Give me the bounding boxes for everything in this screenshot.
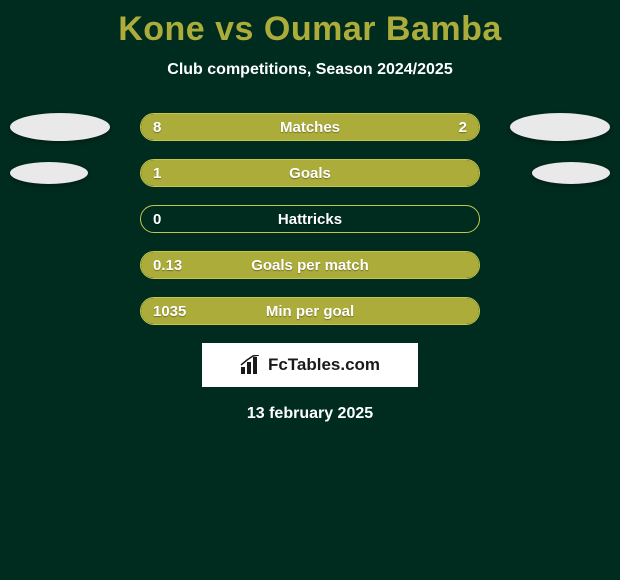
bar-chart-icon bbox=[240, 355, 262, 375]
stat-label: Hattricks bbox=[141, 206, 479, 232]
bar-fill-left bbox=[141, 114, 405, 140]
comparison-chart: 82Matches1Goals0Hattricks0.13Goals per m… bbox=[0, 113, 620, 325]
page-title: Kone vs Oumar Bamba bbox=[0, 0, 620, 49]
stat-bar: 0Hattricks bbox=[140, 205, 480, 233]
stat-row: 0Hattricks bbox=[0, 205, 620, 233]
stat-row: 0.13Goals per match bbox=[0, 251, 620, 279]
stat-bar: 0.13Goals per match bbox=[140, 251, 480, 279]
stat-row: 1Goals bbox=[0, 159, 620, 187]
player-marker-right bbox=[510, 113, 610, 141]
brand-text: FcTables.com bbox=[268, 355, 380, 375]
stat-value-left: 0 bbox=[153, 206, 161, 232]
bar-fill bbox=[141, 160, 479, 186]
page-subtitle: Club competitions, Season 2024/2025 bbox=[0, 61, 620, 79]
stat-row: 1035Min per goal bbox=[0, 297, 620, 325]
stat-value-right: 2 bbox=[459, 114, 467, 140]
player-marker-left bbox=[10, 113, 110, 141]
player-marker-left bbox=[10, 162, 88, 184]
bar-fill bbox=[141, 298, 479, 324]
stat-bar: 1035Min per goal bbox=[140, 297, 480, 325]
brand-badge: FcTables.com bbox=[202, 343, 418, 387]
stat-value-left: 8 bbox=[153, 114, 161, 140]
stat-value-left: 1035 bbox=[153, 298, 186, 324]
stat-bar: 82Matches bbox=[140, 113, 480, 141]
stat-row: 82Matches bbox=[0, 113, 620, 141]
date-label: 13 february 2025 bbox=[0, 405, 620, 423]
bar-fill-right bbox=[405, 114, 479, 140]
stat-value-left: 0.13 bbox=[153, 252, 182, 278]
stat-bar: 1Goals bbox=[140, 159, 480, 187]
stat-value-left: 1 bbox=[153, 160, 161, 186]
player-marker-right bbox=[532, 162, 610, 184]
bar-fill bbox=[141, 252, 479, 278]
